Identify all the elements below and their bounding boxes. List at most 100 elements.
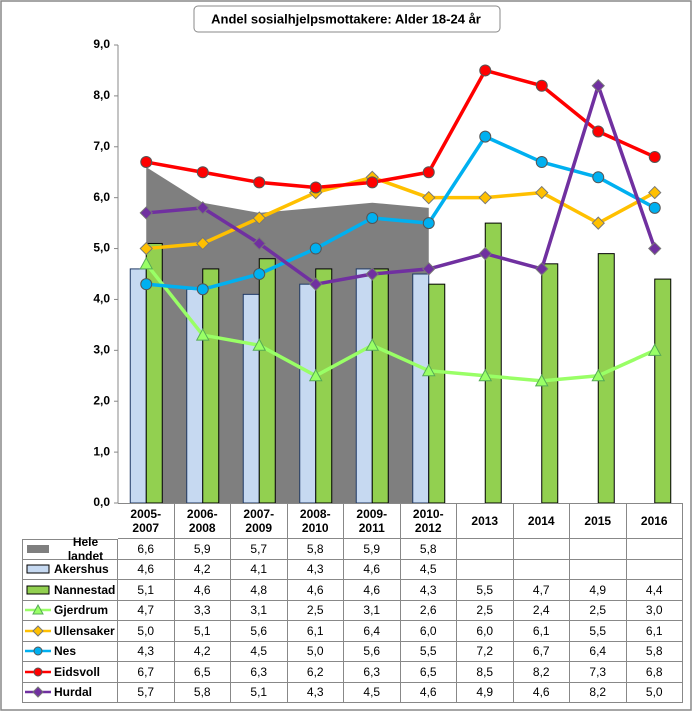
table-value: 4,9 bbox=[457, 682, 514, 703]
marker bbox=[365, 338, 380, 351]
marker bbox=[195, 328, 210, 341]
table-value bbox=[457, 559, 514, 580]
marker bbox=[253, 176, 266, 189]
marker bbox=[592, 171, 605, 184]
series bbox=[139, 256, 662, 387]
table-value: 4,6 bbox=[344, 580, 401, 601]
legend-label: Nes bbox=[54, 644, 77, 659]
y-tick-label: 7,0 bbox=[93, 139, 110, 153]
marker bbox=[648, 241, 662, 256]
table-value: 4,6 bbox=[287, 580, 344, 601]
table-value: 6,3 bbox=[231, 662, 288, 683]
bar bbox=[258, 258, 276, 504]
table-value: 8,2 bbox=[570, 682, 627, 703]
legend-marker bbox=[32, 604, 44, 615]
bar bbox=[654, 278, 672, 504]
y-tick-label: 8,0 bbox=[93, 88, 110, 102]
series bbox=[139, 170, 662, 256]
table-value: 2,5 bbox=[287, 600, 344, 621]
marker bbox=[535, 262, 549, 276]
table-value: 4,3 bbox=[287, 559, 344, 580]
marker bbox=[140, 278, 153, 291]
legend-label: Akershus bbox=[54, 562, 109, 577]
x-tick-label: 2005-2007 bbox=[118, 503, 175, 539]
chart-title: Andel sosialhjelpsmottakere: Alder 18-24… bbox=[211, 11, 481, 26]
table-value: 6,1 bbox=[626, 621, 683, 642]
marker bbox=[647, 343, 662, 356]
table-value: 6,7 bbox=[513, 641, 570, 662]
bar bbox=[202, 268, 220, 504]
marker bbox=[309, 181, 322, 194]
marker bbox=[535, 185, 549, 200]
x-tick-label: 2008-2010 bbox=[287, 503, 344, 539]
marker bbox=[648, 185, 662, 200]
y-tick-label: 6,0 bbox=[93, 190, 110, 204]
table-value: 4,7 bbox=[118, 600, 175, 621]
table-value: 4,7 bbox=[513, 580, 570, 601]
table-value: 5,8 bbox=[287, 539, 344, 560]
marker bbox=[421, 363, 436, 377]
legend-label: Eidsvoll bbox=[54, 664, 101, 679]
table-value: 3,1 bbox=[344, 600, 401, 621]
table-value bbox=[570, 559, 627, 580]
marker bbox=[591, 79, 605, 93]
marker bbox=[422, 262, 436, 276]
table-value bbox=[513, 539, 570, 560]
bar bbox=[428, 283, 446, 504]
table-value: 4,6 bbox=[174, 580, 231, 601]
legend-entry: Ullensaker bbox=[22, 621, 118, 642]
series bbox=[139, 79, 662, 291]
marker bbox=[366, 212, 379, 225]
table-value: 3,3 bbox=[174, 600, 231, 621]
bar bbox=[129, 268, 147, 504]
marker bbox=[308, 368, 323, 382]
legend-label: Hele landet bbox=[67, 535, 104, 564]
legend-entry: Nannestad bbox=[22, 580, 118, 601]
marker bbox=[309, 277, 323, 291]
table-value: 6,1 bbox=[287, 621, 344, 642]
legend-entry: Hurdal bbox=[22, 682, 118, 703]
table-value: 6,4 bbox=[344, 621, 401, 642]
table-value: 5,8 bbox=[400, 539, 457, 560]
table-value: 4,6 bbox=[344, 559, 401, 580]
marker bbox=[196, 283, 209, 296]
line bbox=[146, 83, 657, 286]
y-tick-label: 0,0 bbox=[93, 495, 110, 509]
marker bbox=[534, 373, 549, 387]
x-tick-label: 2016 bbox=[626, 503, 683, 539]
table-value: 5,5 bbox=[457, 580, 514, 601]
line bbox=[144, 262, 656, 383]
table-value: 5,5 bbox=[400, 641, 457, 662]
marker bbox=[253, 268, 266, 280]
table-value: 5,7 bbox=[231, 539, 288, 560]
marker bbox=[479, 64, 492, 77]
table-value: 2,4 bbox=[513, 600, 570, 621]
marker bbox=[309, 242, 322, 255]
x-tick-label: 2015 bbox=[570, 503, 627, 539]
marker bbox=[479, 130, 492, 143]
table-value bbox=[457, 539, 514, 560]
legend-marker bbox=[33, 646, 43, 656]
table-value: 8,2 bbox=[513, 662, 570, 683]
legend-swatch bbox=[27, 545, 49, 554]
marker bbox=[196, 201, 210, 215]
table-value: 4,5 bbox=[400, 559, 457, 580]
y-tick-label: 1,0 bbox=[93, 444, 110, 458]
table-value: 3,0 bbox=[626, 600, 683, 621]
x-tick-label: 2014 bbox=[513, 503, 570, 539]
table-value: 4,6 bbox=[118, 559, 175, 580]
legend-swatch bbox=[26, 564, 50, 574]
table-value: 4,4 bbox=[626, 580, 683, 601]
legend-swatch bbox=[25, 667, 51, 677]
table-value bbox=[570, 539, 627, 560]
title-box bbox=[193, 5, 501, 33]
legend-swatch bbox=[25, 625, 51, 637]
legend-entry: Eidsvoll bbox=[22, 662, 118, 683]
legend-entry: Akershus bbox=[22, 559, 118, 580]
marker bbox=[252, 211, 266, 225]
table-value: 4,3 bbox=[287, 682, 344, 703]
x-tick-label: 2010-2012 bbox=[400, 503, 457, 539]
legend-entry: Nes bbox=[22, 641, 118, 662]
